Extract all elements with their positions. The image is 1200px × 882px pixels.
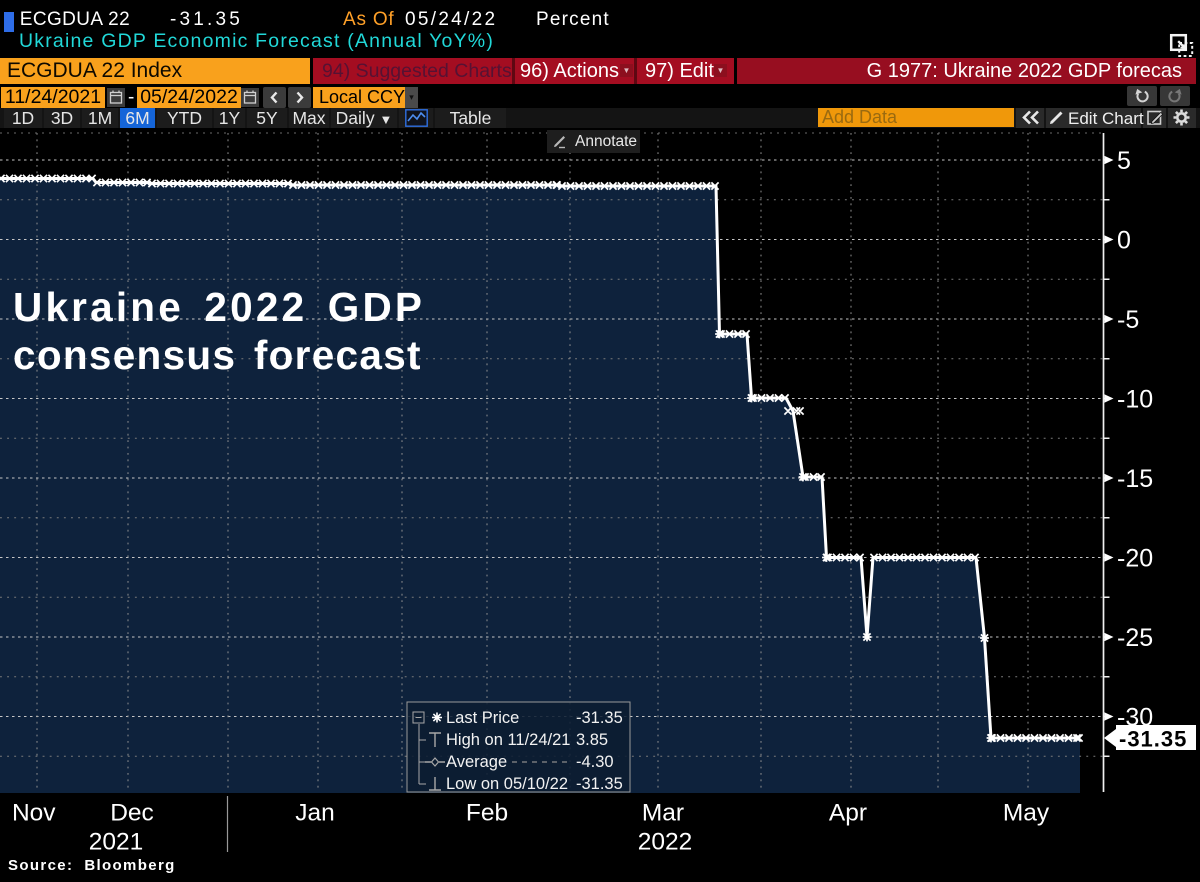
svg-text:High on 11/24/21: High on 11/24/21 — [446, 731, 570, 749]
svg-text:-31.35: -31.35 — [1119, 727, 1187, 752]
svg-text:2021: 2021 — [89, 829, 144, 856]
svg-text:5: 5 — [1117, 147, 1131, 175]
svg-text:-10: -10 — [1117, 386, 1153, 414]
svg-text:May: May — [1003, 800, 1050, 827]
svg-text:-31.35: -31.35 — [576, 709, 623, 727]
svg-text:Jan: Jan — [295, 800, 335, 827]
svg-text:Dec: Dec — [110, 800, 154, 827]
svg-text:Apr: Apr — [829, 800, 867, 827]
svg-text:Nov: Nov — [12, 800, 56, 827]
svg-text:Feb: Feb — [466, 800, 508, 827]
svg-text:-15: -15 — [1117, 465, 1153, 493]
svg-text:0: 0 — [1117, 227, 1131, 255]
svg-text:-5: -5 — [1117, 306, 1139, 334]
svg-text:Mar: Mar — [642, 800, 684, 827]
svg-text:2022: 2022 — [638, 829, 693, 856]
svg-text:Last Price: Last Price — [446, 709, 519, 727]
svg-text:-4.30: -4.30 — [576, 753, 614, 771]
svg-text:-31.35: -31.35 — [576, 775, 623, 793]
svg-text:Low on 05/10/22: Low on 05/10/22 — [446, 775, 568, 793]
svg-text:-20: -20 — [1117, 545, 1153, 573]
svg-text:-25: -25 — [1117, 624, 1153, 652]
svg-text:3.85: 3.85 — [576, 731, 608, 749]
svg-text:Average: Average — [446, 753, 507, 771]
